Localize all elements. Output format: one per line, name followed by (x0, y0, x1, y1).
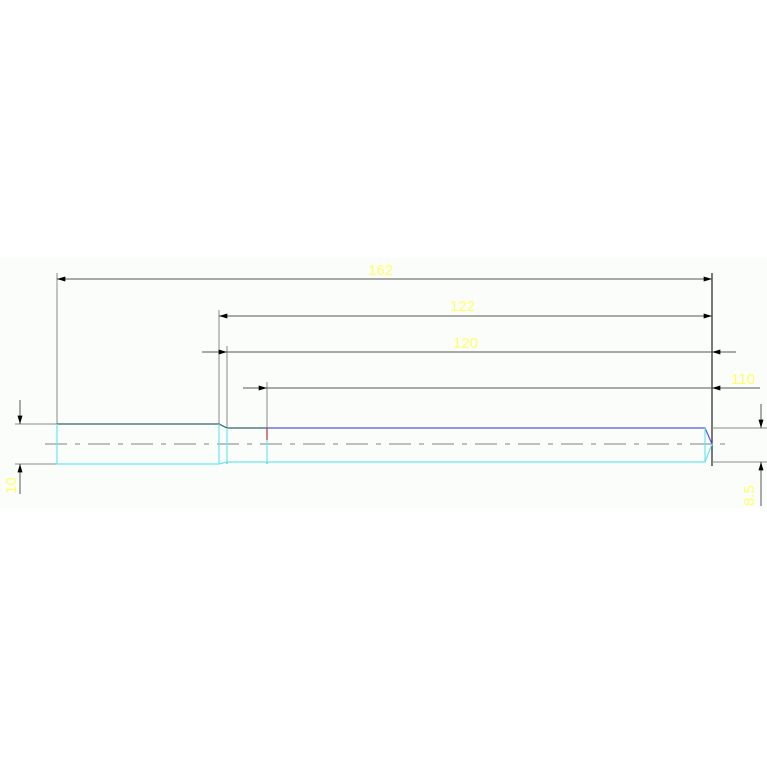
shaft-outline (56, 423, 713, 465)
drawing-canvas (0, 258, 767, 508)
dimension-text-120: 120 (453, 335, 478, 352)
dimension-text-110: 110 (731, 371, 755, 388)
dimension-text-10: 10 (3, 477, 20, 494)
dimension-text-122: 122 (450, 298, 475, 315)
dimension-text-162: 162 (368, 262, 393, 279)
dimension-text-8-5: 8.5 (741, 485, 758, 506)
extension-lines (15, 273, 767, 466)
